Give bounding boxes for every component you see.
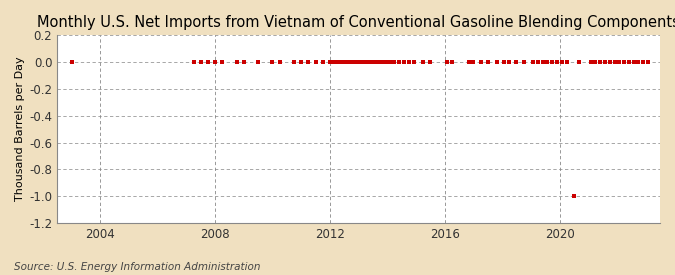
Text: Source: U.S. Energy Information Administration: Source: U.S. Energy Information Administ…	[14, 262, 260, 272]
Y-axis label: Thousand Barrels per Day: Thousand Barrels per Day	[15, 57, 25, 201]
Title: Monthly U.S. Net Imports from Vietnam of Conventional Gasoline Blending Componen: Monthly U.S. Net Imports from Vietnam of…	[37, 15, 675, 30]
